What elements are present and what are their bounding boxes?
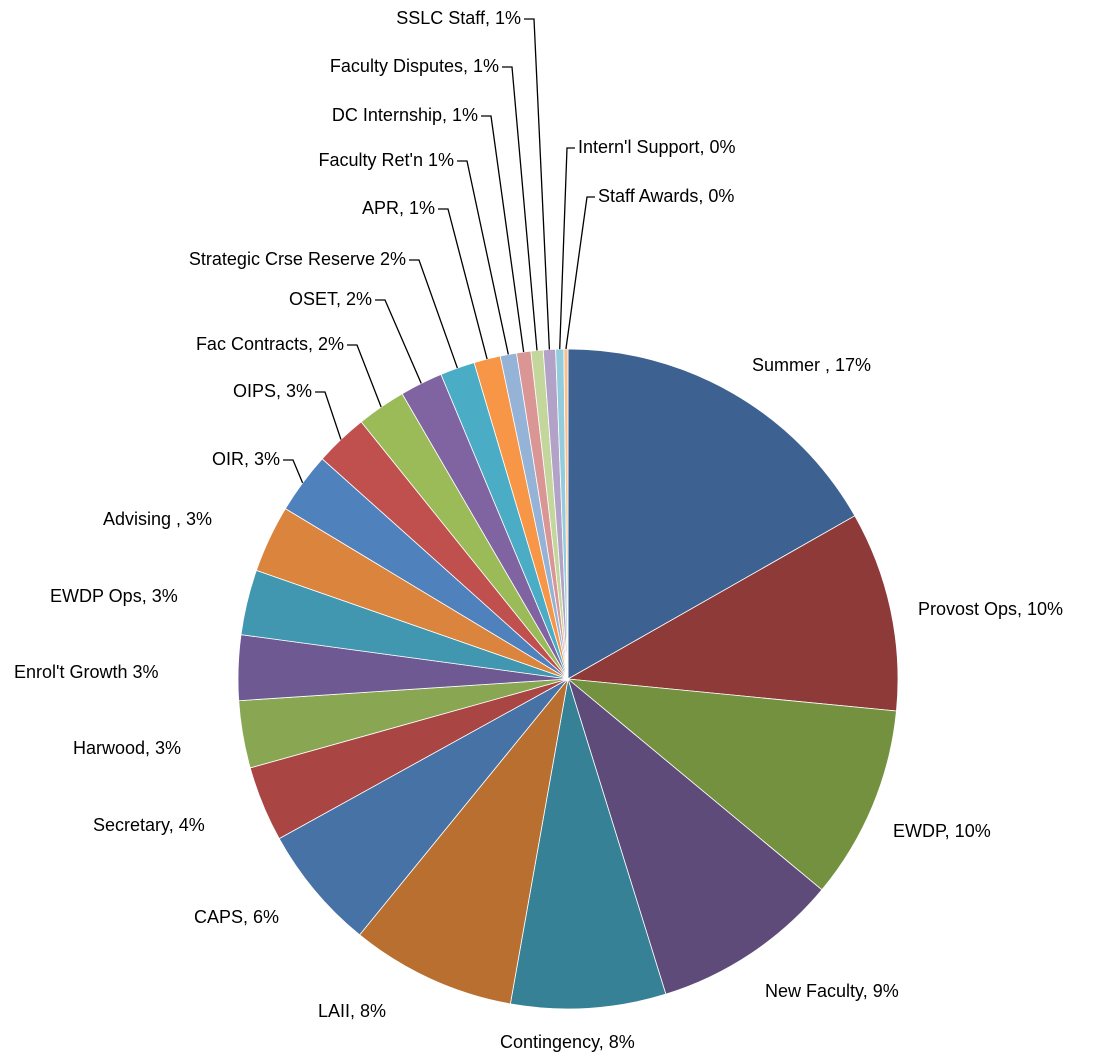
data-label: Secretary, 4%: [93, 815, 205, 835]
leader-line: [565, 196, 595, 350]
data-label: Enrol't Growth 3%: [14, 662, 159, 682]
leader-line: [559, 147, 575, 350]
leader-line: [481, 115, 525, 353]
pie-slice: [567, 677, 823, 995]
data-label: Faculty Disputes, 1%: [330, 56, 499, 76]
data-label: Harwood, 3%: [73, 738, 181, 758]
pie-slice: [566, 515, 899, 712]
pie-slice: [566, 678, 897, 891]
data-label: Advising , 3%: [103, 509, 212, 529]
data-label: OIPS, 3%: [233, 381, 312, 401]
data-label: EWDP, 10%: [893, 821, 991, 841]
leader-line: [283, 459, 304, 484]
data-label: OIR, 3%: [212, 449, 280, 469]
data-label: Faculty Ret'n 1%: [319, 150, 455, 170]
data-label: EWDP Ops, 3%: [50, 586, 178, 606]
data-label: Contingency, 8%: [500, 1032, 635, 1052]
data-label: Strategic Crse Reserve 2%: [189, 249, 406, 269]
data-label: SSLC Staff, 1%: [396, 8, 521, 28]
data-label: OSET, 2%: [289, 289, 372, 309]
leader-line: [438, 208, 488, 360]
data-label: CAPS, 6%: [194, 907, 279, 927]
data-label: Provost Ops, 10%: [918, 599, 1063, 619]
leader-line: [409, 259, 459, 369]
pie-slice: [278, 678, 569, 936]
leader-line: [347, 344, 382, 408]
data-label: Staff Awards, 0%: [598, 186, 734, 206]
leader-line: [457, 160, 509, 355]
leader-line: [502, 66, 538, 351]
data-label: LAII, 8%: [318, 1001, 386, 1021]
data-label: Summer , 17%: [752, 355, 871, 375]
leader-line: [315, 391, 342, 440]
data-label: DC Internship, 1%: [332, 105, 478, 125]
data-label: Fac Contracts, 2%: [196, 334, 344, 354]
leader-line: [375, 299, 422, 384]
data-label: APR, 1%: [362, 198, 435, 218]
pie-slice: [359, 677, 569, 1005]
pie-slice: [509, 678, 667, 1010]
data-label: New Faculty, 9%: [765, 981, 899, 1001]
pie-slice: [567, 348, 856, 680]
leader-line: [524, 18, 551, 350]
data-label: Intern'l Support, 0%: [578, 137, 736, 157]
